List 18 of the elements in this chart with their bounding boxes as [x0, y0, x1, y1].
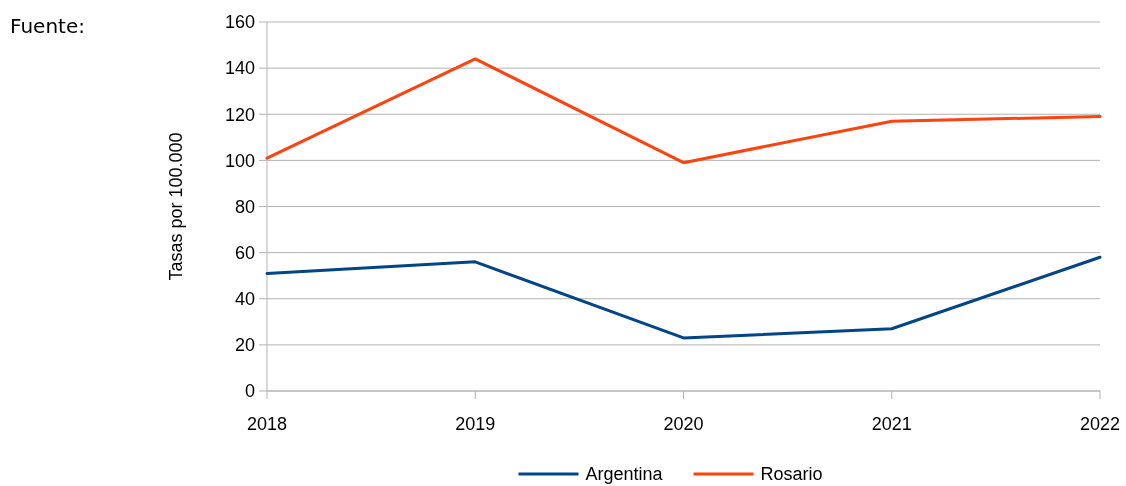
y-tick-label: 20: [234, 335, 255, 356]
y-tick-label: 40: [234, 289, 255, 310]
x-tick-label: 2021: [871, 414, 912, 434]
legend-label: Rosario: [760, 464, 823, 485]
x-tick-label: 2019: [455, 414, 496, 434]
y-tick-label: 120: [224, 104, 255, 125]
y-tick-label: 140: [224, 58, 255, 79]
y-tick-label: 160: [224, 12, 255, 33]
y-tick-label: 60: [234, 242, 255, 263]
legend-label: Argentina: [585, 464, 664, 485]
source-note: Fuente:: [10, 14, 85, 38]
y-tick-label: 0: [244, 381, 255, 402]
x-tick-label: 2020: [663, 414, 704, 434]
y-tick-label: 100: [224, 150, 255, 171]
y-axis-title: Tasas por 100.000: [166, 132, 186, 281]
x-tick-label: 2018: [246, 414, 288, 434]
x-tick-label: 2022: [1079, 414, 1121, 434]
y-tick-label: 80: [234, 196, 255, 217]
